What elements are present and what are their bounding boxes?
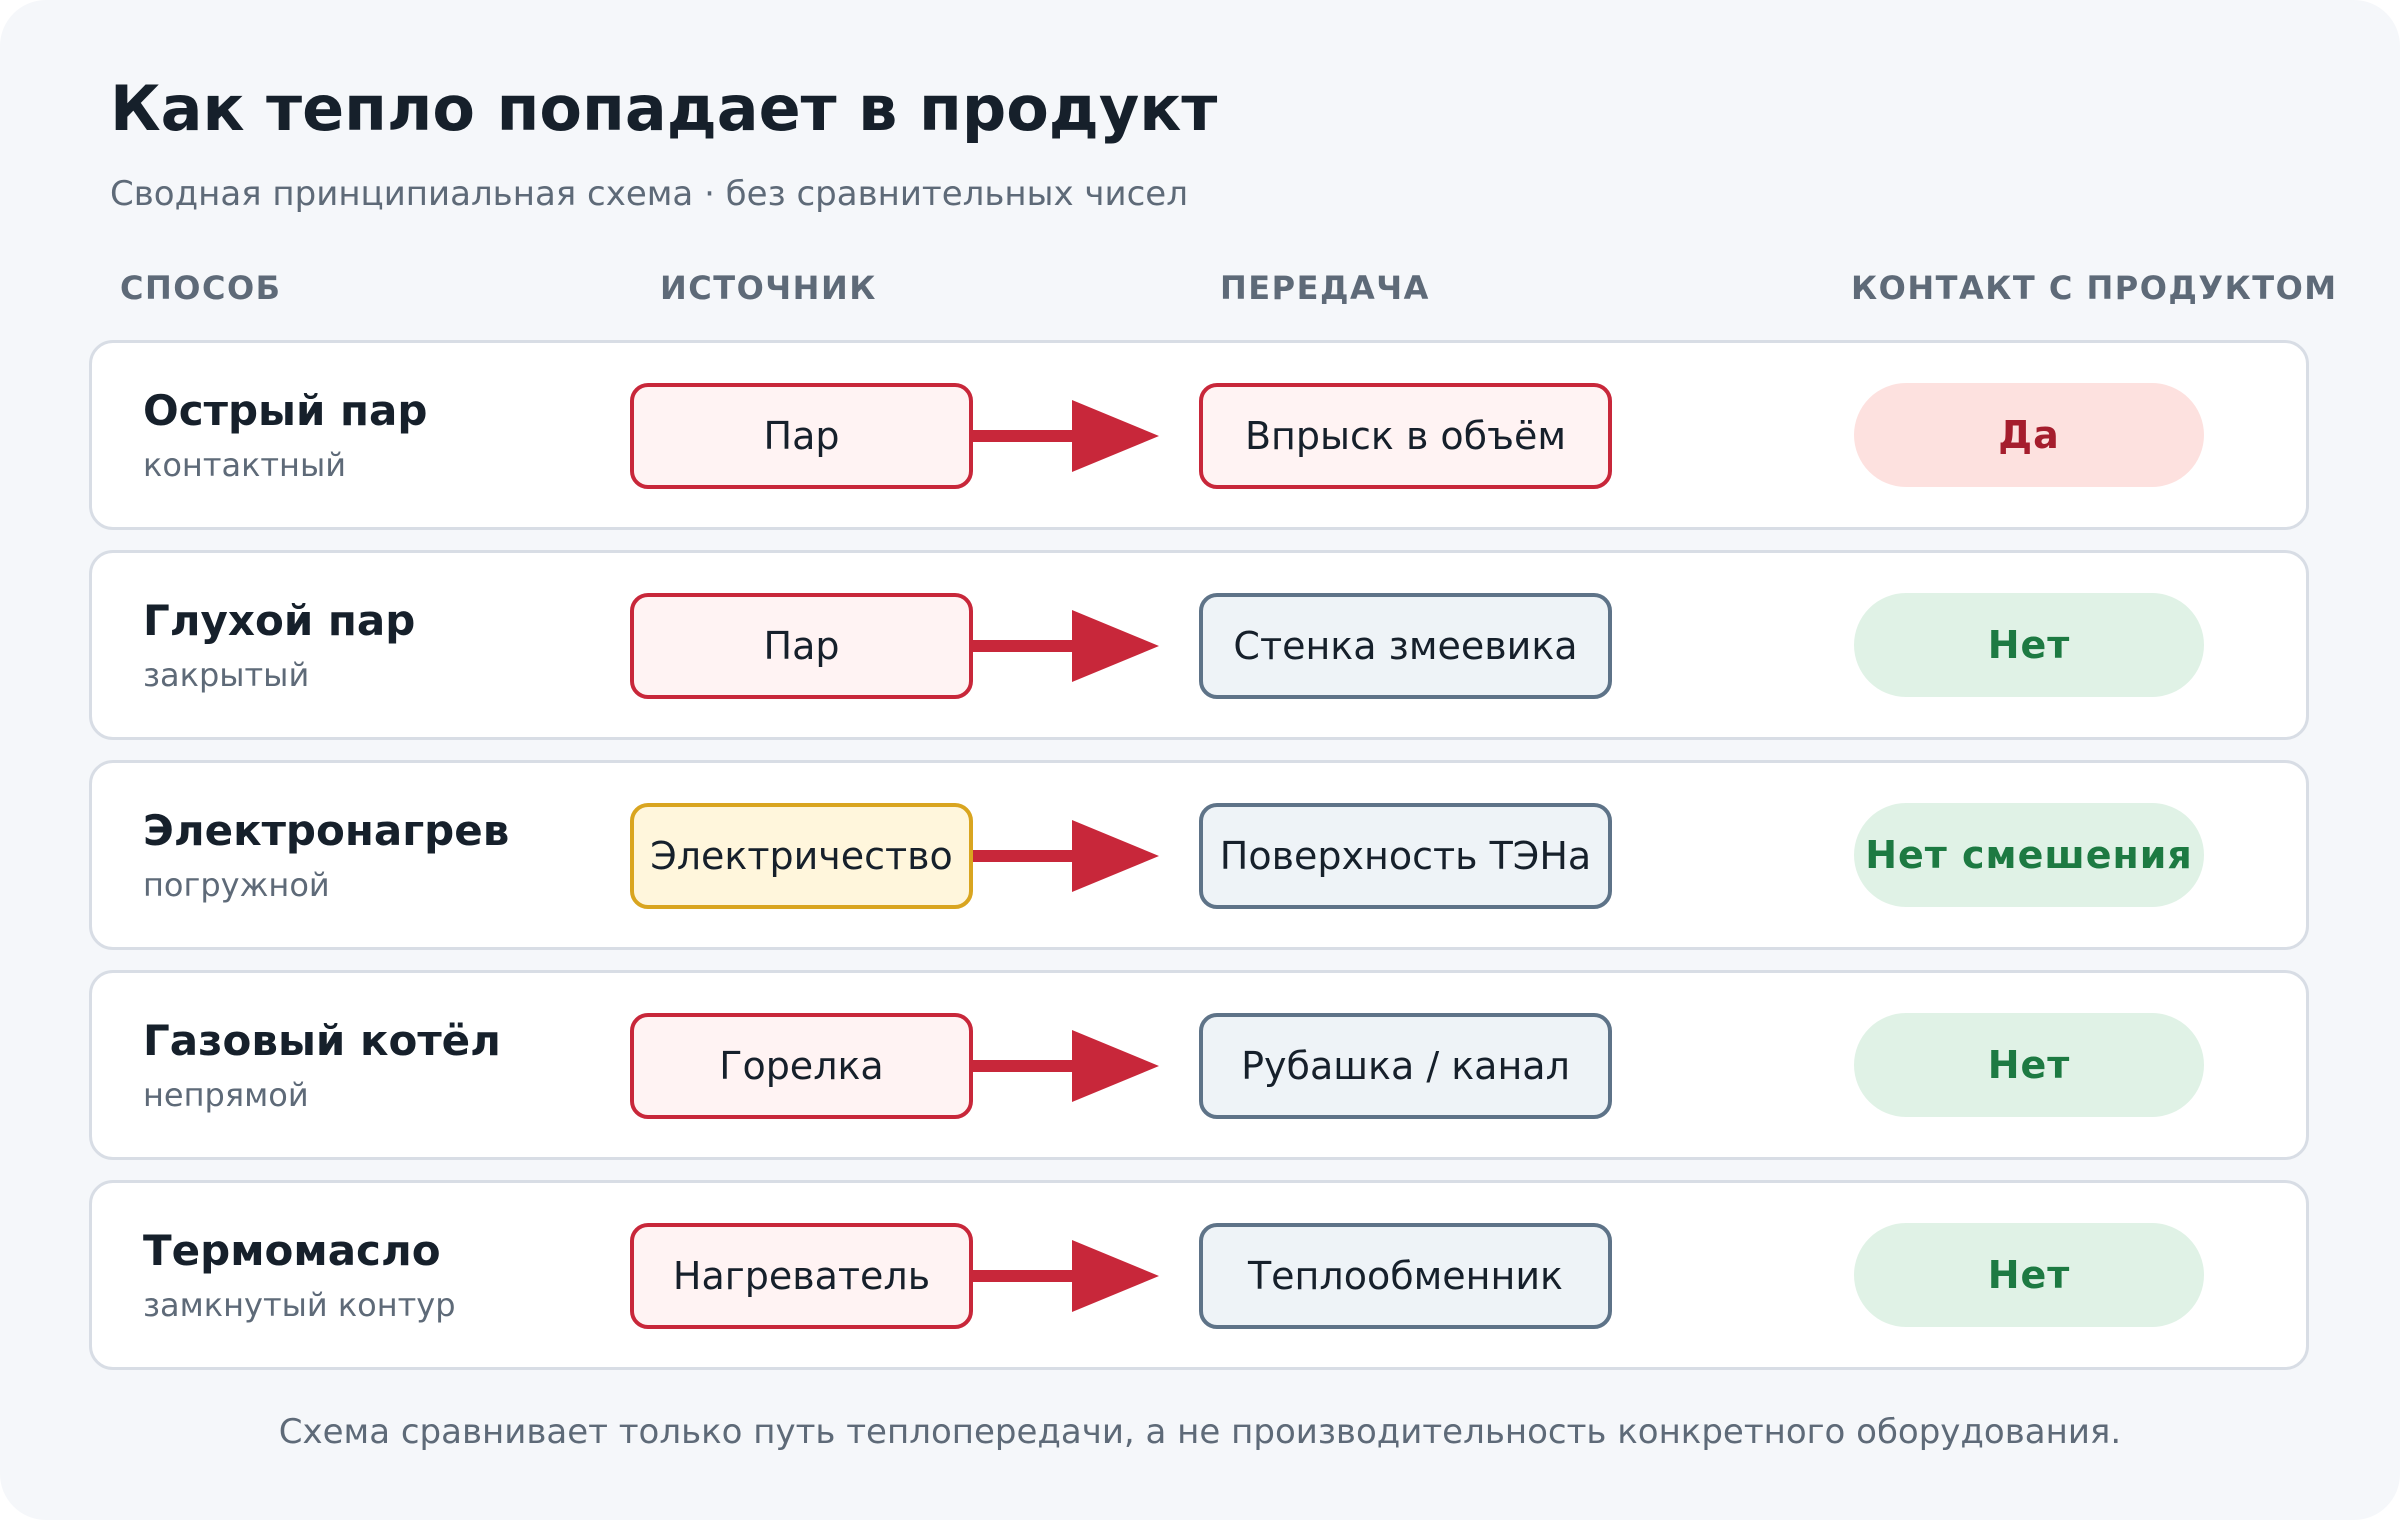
arrow-right-icon	[973, 820, 1159, 892]
method-subtitle: погружной	[143, 866, 330, 904]
method-name: Электронагрев	[143, 806, 510, 855]
method-row: Глухой пар закрытый Пар Стенка змеевика …	[89, 550, 2309, 740]
method-subtitle: закрытый	[143, 656, 310, 694]
method-name: Острый пар	[143, 386, 428, 435]
contact-badge: Да	[1854, 383, 2204, 487]
source-label: Горелка	[719, 1044, 884, 1088]
contact-badge: Нет	[1854, 1013, 2204, 1117]
source-label: Пар	[763, 414, 840, 458]
arrow-right-icon	[973, 400, 1159, 472]
source-label: Нагреватель	[672, 1254, 931, 1298]
method-subtitle: замкнутый контур	[143, 1286, 456, 1324]
transfer-label: Теплообменник	[1247, 1254, 1564, 1298]
source-box: Пар	[630, 383, 973, 489]
transfer-box: Рубашка / канал	[1199, 1013, 1612, 1119]
contact-badge: Нет	[1854, 1223, 2204, 1327]
contact-label: Да	[1998, 413, 2060, 457]
method-name: Глухой пар	[143, 596, 416, 645]
method-name: Термомасло	[143, 1226, 441, 1275]
method-row: Термомасло замкнутый контур Нагреватель …	[89, 1180, 2309, 1370]
contact-label: Нет смешения	[1865, 833, 2193, 877]
arrow-right-icon	[973, 1240, 1159, 1312]
transfer-label: Поверхность ТЭНа	[1219, 834, 1592, 878]
method-row: Электронагрев погружной Электричество По…	[89, 760, 2309, 950]
transfer-box: Поверхность ТЭНа	[1199, 803, 1612, 909]
source-box: Горелка	[630, 1013, 973, 1119]
contact-badge: Нет смешения	[1854, 803, 2204, 907]
source-label: Пар	[763, 624, 840, 668]
page-subtitle: Сводная принципиальная схема · без сравн…	[110, 174, 1188, 214]
method-row: Острый пар контактный Пар Впрыск в объём…	[89, 340, 2309, 530]
contact-label: Нет	[1987, 1253, 2071, 1297]
page-title: Как тепло попадает в продукт	[110, 72, 1218, 145]
column-header-method: СПОСОБ	[120, 269, 282, 307]
transfer-label: Рубашка / канал	[1241, 1044, 1570, 1088]
contact-badge: Нет	[1854, 593, 2204, 697]
method-name: Газовый котёл	[143, 1016, 501, 1065]
source-box: Электричество	[630, 803, 973, 909]
transfer-label: Впрыск в объём	[1244, 414, 1566, 458]
arrow-right-icon	[973, 1030, 1159, 1102]
transfer-box: Впрыск в объём	[1199, 383, 1612, 489]
column-header-contact: КОНТАКТ С ПРОДУКТОМ	[1851, 269, 2338, 307]
source-box: Нагреватель	[630, 1223, 973, 1329]
column-header-source: ИСТОЧНИК	[660, 269, 877, 307]
source-box: Пар	[630, 593, 973, 699]
transfer-box: Теплообменник	[1199, 1223, 1612, 1329]
method-row: Газовый котёл непрямой Горелка Рубашка /…	[89, 970, 2309, 1160]
contact-label: Нет	[1987, 623, 2071, 667]
method-subtitle: контактный	[143, 446, 347, 484]
column-header-transfer: ПЕРЕДАЧА	[1220, 269, 1430, 307]
contact-label: Нет	[1987, 1043, 2071, 1087]
arrow-right-icon	[973, 610, 1159, 682]
footnote: Схема сравнивает только путь теплопереда…	[278, 1412, 2122, 1452]
transfer-box: Стенка змеевика	[1199, 593, 1612, 699]
method-subtitle: непрямой	[143, 1076, 309, 1114]
transfer-label: Стенка змеевика	[1233, 624, 1578, 668]
source-label: Электричество	[650, 834, 953, 878]
